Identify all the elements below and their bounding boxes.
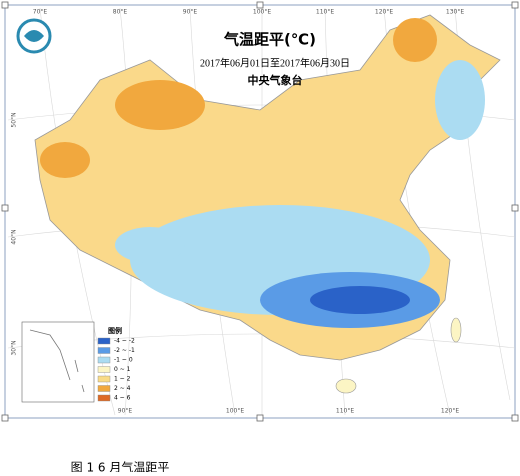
lon-label: 130°E <box>446 9 464 16</box>
legend-label: 2 ~ 4 <box>114 385 131 392</box>
issuer: 中央气象台 <box>248 73 303 87</box>
map-title: 气温距平(℃) <box>223 31 316 49</box>
legend-swatch <box>97 347 111 354</box>
lat-label: 40°N <box>11 229 18 244</box>
lon-label: 110°E <box>316 9 334 16</box>
legend-title: 图例 <box>108 326 122 335</box>
legend-swatch <box>97 337 111 345</box>
legend-swatch <box>97 385 111 392</box>
lon-label: 120°E <box>375 9 393 16</box>
lon-label: 90°E <box>183 9 198 16</box>
legend-label: 1 ~ 2 <box>114 376 131 383</box>
lat-label: 30°N <box>11 340 18 355</box>
legend-label: 0 ~ 1 <box>114 366 131 373</box>
date-range: 2017年06月01日至2017年06月30日 <box>200 56 350 69</box>
lat-label: 50°N <box>11 112 18 127</box>
legend-label: -2 ~ -1 <box>114 347 135 354</box>
handles <box>1 1 519 422</box>
legend-swatch <box>97 356 111 364</box>
inset-islands <box>29 329 85 393</box>
lon-label: 90°E <box>118 408 133 415</box>
lon-label: 120°E <box>441 408 459 415</box>
logo-mark <box>24 30 44 42</box>
legend-label: 4 ~ 6 <box>114 395 131 402</box>
legend-swatch <box>97 366 111 373</box>
lon-label: 100°E <box>226 408 244 415</box>
lon-label: 110°E <box>336 408 354 415</box>
caption: 图 1 6 月气温距平 <box>71 460 170 473</box>
legend-swatch <box>97 375 111 383</box>
legend-label: -4 ~ -2 <box>114 338 135 345</box>
legend-swatch <box>97 394 111 402</box>
lon-label: 80°E <box>113 9 128 16</box>
lon-label: 70°E <box>33 9 48 16</box>
inset-map <box>21 321 95 403</box>
lon-label: 100°E <box>253 9 271 16</box>
legend-label: -1 ~ 0 <box>114 357 133 364</box>
map <box>34 14 501 394</box>
